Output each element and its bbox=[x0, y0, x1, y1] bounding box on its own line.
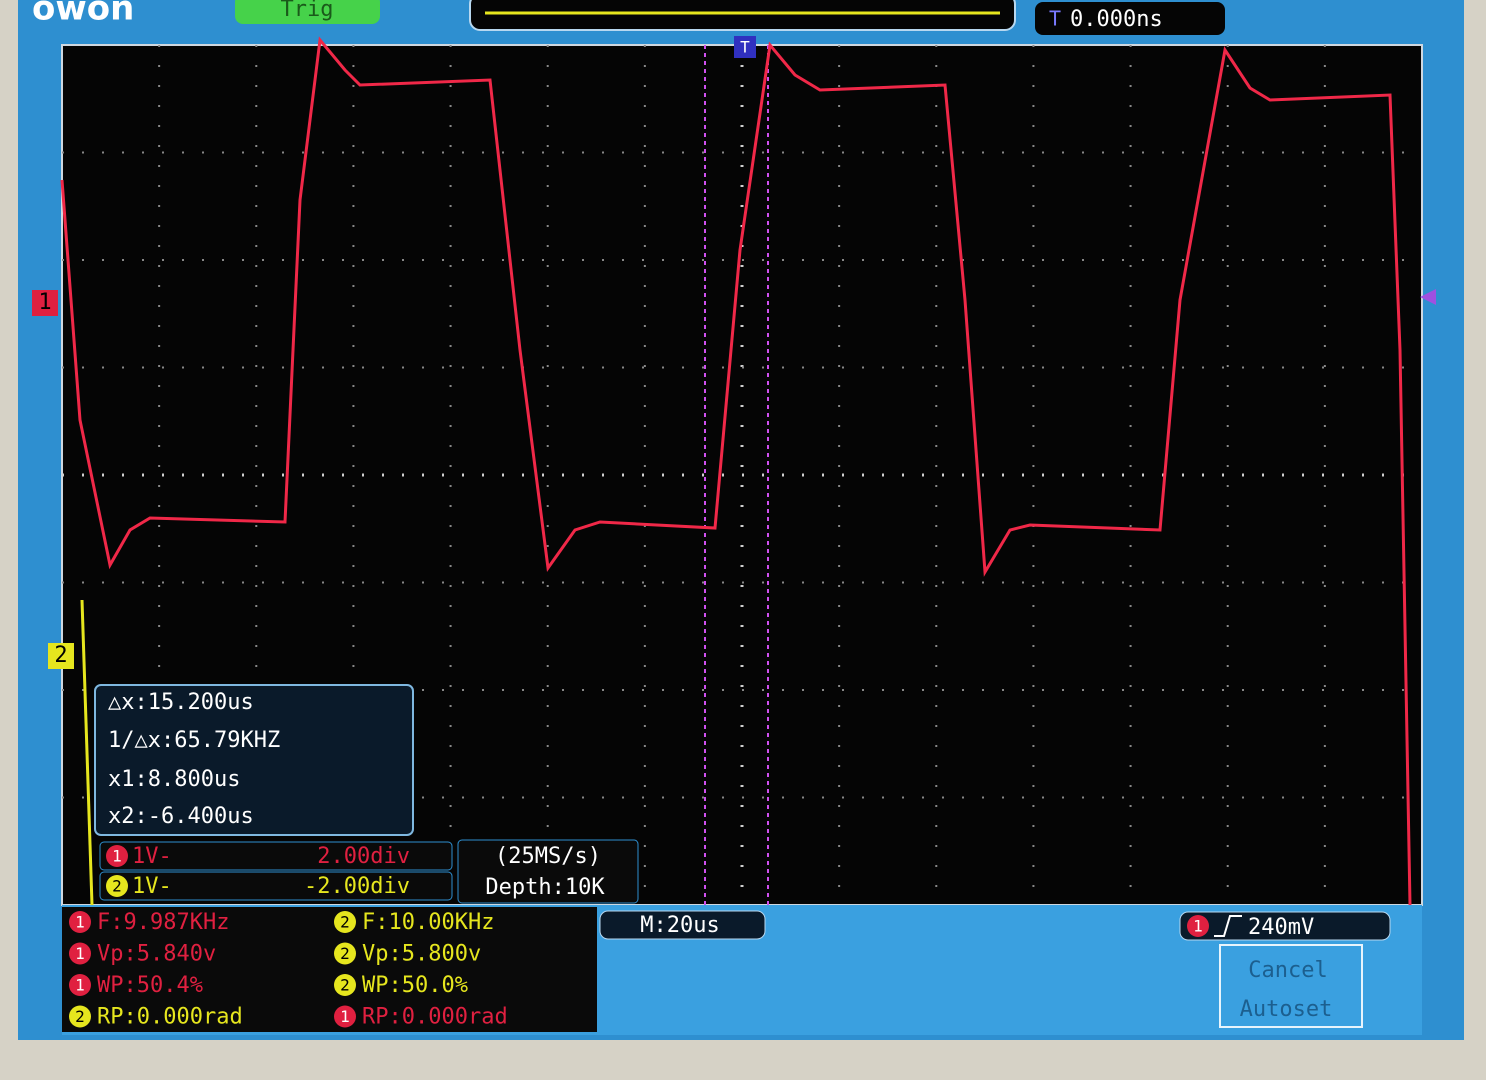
measurement-value: Vp:5.800v bbox=[362, 942, 481, 967]
cursor-delta-x: △x:15.200us bbox=[108, 690, 254, 715]
sample-rate: (25MS/s) bbox=[495, 844, 601, 869]
ch2-badge-label: 2 bbox=[112, 877, 122, 896]
measurement-badge bbox=[69, 911, 91, 933]
ch2-coupling: 1V- bbox=[132, 874, 172, 899]
measurement-badge bbox=[334, 911, 356, 933]
trig-status-box bbox=[235, 0, 380, 24]
measurement-channel: 2 bbox=[340, 944, 350, 963]
cursor-x2-value: x2:-6.400us bbox=[108, 804, 254, 829]
measurement-value: RP:0.000rad bbox=[362, 1005, 508, 1030]
timebase-box bbox=[599, 910, 766, 940]
measurement-value: WP:50.0% bbox=[362, 973, 468, 998]
measurement-channel: 2 bbox=[340, 976, 350, 995]
measurement-badge bbox=[69, 942, 91, 965]
measurement-badge bbox=[334, 974, 356, 996]
measurement-channel: 1 bbox=[75, 913, 85, 932]
measurement-channel: 2 bbox=[340, 913, 350, 932]
measurement-badge bbox=[334, 942, 356, 965]
ch1-badge bbox=[106, 845, 128, 867]
trigger-position-marker bbox=[734, 36, 756, 58]
ch2-marker-label: 2 bbox=[54, 643, 67, 668]
ch1-coupling: 1V- bbox=[132, 844, 172, 869]
trigger-box bbox=[1179, 911, 1391, 941]
trig-offset-box bbox=[1035, 2, 1225, 35]
menu-cancel[interactable]: Cancel bbox=[1248, 958, 1327, 983]
ch2-row bbox=[99, 871, 453, 901]
cursor-inverse-delta-x: 1/△x:65.79KHZ bbox=[108, 728, 280, 753]
trigger-source: 1 bbox=[1193, 917, 1203, 936]
measurement-value: Vp:5.840v bbox=[97, 942, 216, 967]
measurement-channel: 1 bbox=[340, 1007, 350, 1026]
trigger-source-badge bbox=[1187, 915, 1209, 937]
trigger-edge-icon bbox=[1214, 915, 1242, 937]
grid bbox=[62, 45, 1422, 905]
trigger-level: 240mV bbox=[1248, 915, 1314, 940]
measurement-channel: 1 bbox=[75, 944, 85, 963]
trig-offset-icon: T bbox=[1049, 7, 1061, 31]
ch1-marker bbox=[32, 290, 58, 316]
trig-status: Trig bbox=[281, 0, 334, 22]
cursor-x1-value: x1:8.800us bbox=[108, 767, 240, 792]
trig-offset: 0.000ns bbox=[1070, 7, 1163, 32]
measurement-badge bbox=[334, 1005, 356, 1028]
ch1-row bbox=[99, 841, 453, 871]
cursor-panel bbox=[94, 684, 414, 836]
ch2-marker bbox=[48, 643, 74, 669]
ch2-position: -2.00div bbox=[304, 874, 410, 899]
timebase: M:20us bbox=[640, 913, 719, 938]
menu-box bbox=[1219, 944, 1363, 1028]
measurement-value: WP:50.4% bbox=[97, 973, 203, 998]
trigger-position-icon: T bbox=[740, 38, 750, 57]
memory-depth: Depth:10K bbox=[485, 875, 605, 900]
acquisition-box bbox=[457, 839, 639, 904]
measurement-badge bbox=[69, 974, 91, 996]
measurement-value: F:9.987KHz bbox=[97, 910, 229, 935]
measurement-channel: 1 bbox=[75, 976, 85, 995]
logo: owon bbox=[32, 0, 134, 29]
ch2-badge bbox=[106, 875, 128, 897]
ch1-badge-label: 1 bbox=[112, 847, 122, 866]
trigger-level-marker bbox=[1420, 289, 1436, 305]
ch1-position: 2.00div bbox=[317, 844, 410, 869]
menu-autoset[interactable]: Autoset bbox=[1240, 997, 1333, 1022]
measurement-value: F:10.00KHz bbox=[362, 910, 494, 935]
measurements: 1 F:9.987KHz 2 F:10.00KHz 1 Vp:5.840v 2 Vp:5.80… bbox=[69, 910, 508, 1030]
measurement-panel bbox=[62, 907, 597, 1032]
measurement-channel: 2 bbox=[75, 1007, 85, 1026]
measurement-value: RP:0.000rad bbox=[97, 1005, 243, 1030]
ch1-marker-label: 1 bbox=[38, 290, 51, 315]
timeline bbox=[469, 0, 1016, 31]
measurement-badge bbox=[69, 1005, 91, 1028]
ch2-waveform bbox=[80, 599, 94, 906]
ch1-waveform bbox=[60, 36, 1412, 906]
